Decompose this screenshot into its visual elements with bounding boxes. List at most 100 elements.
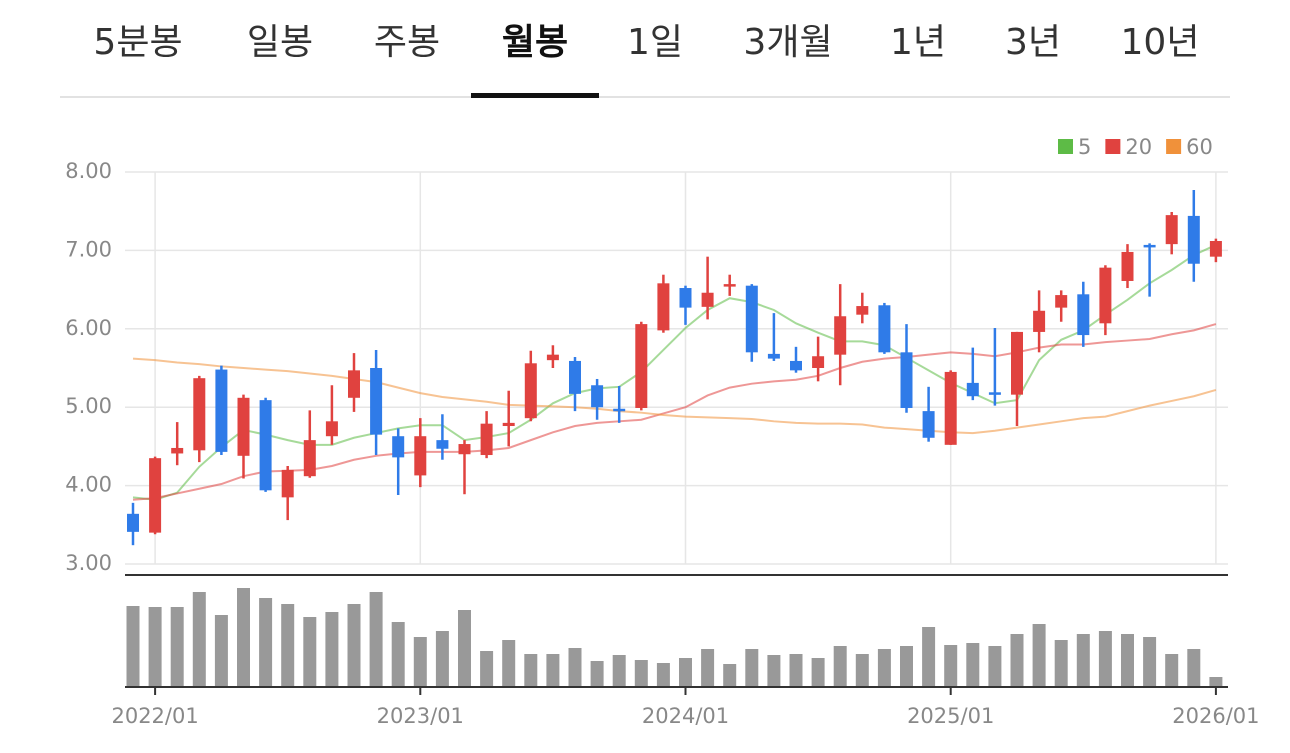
tab[interactable]: 주봉 xyxy=(374,22,440,63)
volume-bar xyxy=(1054,640,1068,686)
volume-bar xyxy=(148,607,162,686)
y-tick-label: 3.00 xyxy=(65,551,112,575)
candle-body xyxy=(966,382,979,397)
candle-body xyxy=(215,369,228,452)
candle-body xyxy=(1011,331,1023,395)
volume-bar xyxy=(237,588,250,686)
candle-body xyxy=(745,285,758,353)
volume-bar xyxy=(789,654,803,686)
volume-bar xyxy=(1076,634,1090,686)
tab[interactable]: 10년 xyxy=(1121,22,1200,63)
tab[interactable]: 일봉 xyxy=(247,22,313,63)
legend-swatch xyxy=(1166,139,1182,154)
tab[interactable]: 3개월 xyxy=(743,22,832,63)
legend-label: 5 xyxy=(1078,135,1091,159)
candle-body xyxy=(237,397,250,456)
x-tick-label: 2022/01 xyxy=(111,704,198,728)
volume-bar xyxy=(303,617,317,686)
x-tick-label: 2024/01 xyxy=(642,704,729,728)
candle-body xyxy=(325,421,338,437)
candle-body xyxy=(1033,310,1046,332)
x-tick-label: 2026/01 xyxy=(1172,704,1259,728)
volume-bar xyxy=(1143,637,1157,686)
y-tick-label: 8.00 xyxy=(65,159,112,183)
candle-body xyxy=(414,436,427,476)
moving-average-line xyxy=(132,357,1217,435)
volume-bar xyxy=(435,631,449,686)
volume-bar xyxy=(480,651,494,686)
volume-bar xyxy=(347,604,361,686)
candle-body xyxy=(524,363,537,419)
tab[interactable]: 3년 xyxy=(1005,22,1061,63)
legend-swatch xyxy=(1105,139,1121,154)
candle-body xyxy=(1143,244,1156,248)
candle-body xyxy=(502,422,515,427)
legend-label: 60 xyxy=(1186,135,1213,159)
candle-body xyxy=(613,408,626,412)
candle-body xyxy=(767,353,780,359)
volume-bar xyxy=(590,661,604,686)
candle-body xyxy=(303,440,316,477)
candle-body xyxy=(392,436,405,458)
candle-body xyxy=(856,306,869,315)
legend-swatch xyxy=(1058,139,1073,154)
candle-body xyxy=(701,292,714,307)
volume-bar xyxy=(391,622,405,686)
volume-bar xyxy=(1209,677,1223,686)
volume-bar xyxy=(281,604,295,686)
candle-body xyxy=(546,354,559,361)
candle-body xyxy=(812,356,825,368)
volume-bar xyxy=(1121,634,1134,686)
x-tick-label: 2025/01 xyxy=(907,704,994,728)
candle-body xyxy=(1077,294,1090,336)
volume-bar xyxy=(1098,631,1112,686)
candle-body xyxy=(1055,295,1068,308)
tab[interactable]: 월봉 xyxy=(502,22,568,63)
moving-average-line xyxy=(132,323,1217,501)
volume-bar xyxy=(745,649,759,686)
tab[interactable]: 5분봉 xyxy=(93,22,182,63)
candle-body xyxy=(900,352,913,408)
candle-body xyxy=(723,284,736,287)
volume-bar xyxy=(988,646,1002,686)
volume-bar xyxy=(192,592,206,686)
volume-bar xyxy=(877,649,891,686)
volume-bar xyxy=(944,645,958,686)
candle-body xyxy=(922,411,935,438)
candle-body xyxy=(480,423,493,456)
volume-bar xyxy=(568,648,582,686)
candle-body xyxy=(1121,251,1134,281)
candle-body xyxy=(834,316,847,355)
volume-bar xyxy=(502,640,516,686)
volume-bar xyxy=(259,598,273,686)
candle-body xyxy=(878,305,891,353)
volume-bar xyxy=(126,606,140,686)
volume-bar xyxy=(833,646,847,686)
candle-body xyxy=(171,447,184,454)
volume-bar xyxy=(325,612,339,686)
volume-bar xyxy=(612,655,626,686)
volume-bar xyxy=(900,646,913,686)
candle-body xyxy=(591,385,604,408)
volume-bar xyxy=(679,658,692,686)
candle-body xyxy=(569,360,581,394)
candle-body xyxy=(790,360,802,371)
tab[interactable]: 1일 xyxy=(627,22,683,63)
volume-bar xyxy=(413,637,427,686)
candle-body xyxy=(679,288,692,308)
candle-body xyxy=(193,378,206,451)
volume-bar xyxy=(811,658,825,686)
volume-bar xyxy=(701,649,715,686)
y-tick-label: 4.00 xyxy=(65,473,112,497)
candle-body xyxy=(1209,240,1222,257)
tab[interactable]: 1년 xyxy=(890,22,946,63)
volume-bar xyxy=(1187,649,1201,686)
volume-bar xyxy=(1032,624,1046,686)
volume-bar xyxy=(1165,654,1179,686)
volume-bar xyxy=(634,660,648,686)
candle-body xyxy=(436,440,449,449)
y-tick-label: 6.00 xyxy=(65,316,112,340)
volume-bar xyxy=(855,654,869,686)
